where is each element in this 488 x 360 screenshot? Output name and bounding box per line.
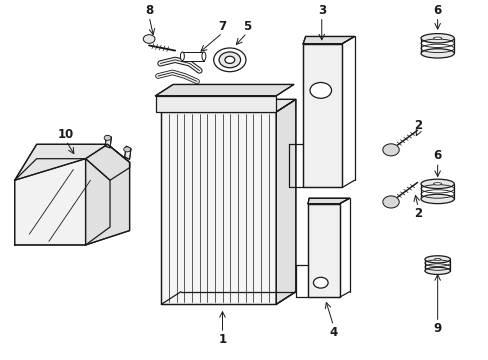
Text: 3: 3: [317, 4, 325, 17]
Circle shape: [382, 196, 398, 208]
Ellipse shape: [202, 52, 205, 60]
Ellipse shape: [424, 267, 449, 274]
Polygon shape: [161, 99, 295, 112]
Ellipse shape: [433, 183, 441, 185]
Circle shape: [213, 48, 245, 72]
Text: 8: 8: [145, 4, 153, 17]
Ellipse shape: [433, 37, 441, 40]
Polygon shape: [105, 135, 111, 148]
Text: 2: 2: [413, 119, 421, 132]
Ellipse shape: [420, 33, 453, 43]
Circle shape: [219, 52, 240, 68]
Polygon shape: [307, 204, 339, 297]
Text: 4: 4: [329, 326, 337, 339]
Bar: [161, 112, 276, 304]
Bar: [155, 96, 276, 112]
Text: 5: 5: [243, 20, 250, 33]
Text: 6: 6: [433, 149, 441, 162]
Text: 2: 2: [413, 207, 421, 220]
Circle shape: [382, 144, 398, 156]
Polygon shape: [155, 85, 293, 96]
Text: 7: 7: [218, 20, 226, 33]
Text: 9: 9: [433, 322, 441, 335]
Circle shape: [224, 56, 234, 63]
Ellipse shape: [180, 52, 184, 60]
Ellipse shape: [420, 49, 453, 58]
Circle shape: [309, 82, 331, 98]
Text: 6: 6: [433, 4, 441, 17]
Polygon shape: [15, 159, 110, 245]
Polygon shape: [124, 146, 131, 159]
Bar: [182, 52, 203, 60]
Circle shape: [143, 35, 155, 43]
Text: 1: 1: [218, 333, 226, 346]
Polygon shape: [307, 198, 349, 204]
Ellipse shape: [420, 179, 453, 189]
Polygon shape: [303, 44, 342, 188]
Circle shape: [104, 135, 111, 140]
Ellipse shape: [420, 194, 453, 204]
Polygon shape: [15, 144, 129, 180]
Polygon shape: [276, 99, 295, 304]
Polygon shape: [303, 36, 354, 44]
Ellipse shape: [434, 258, 440, 260]
Ellipse shape: [424, 256, 449, 263]
Circle shape: [313, 277, 327, 288]
Circle shape: [123, 147, 130, 152]
Polygon shape: [85, 144, 129, 245]
Text: 10: 10: [58, 128, 74, 141]
